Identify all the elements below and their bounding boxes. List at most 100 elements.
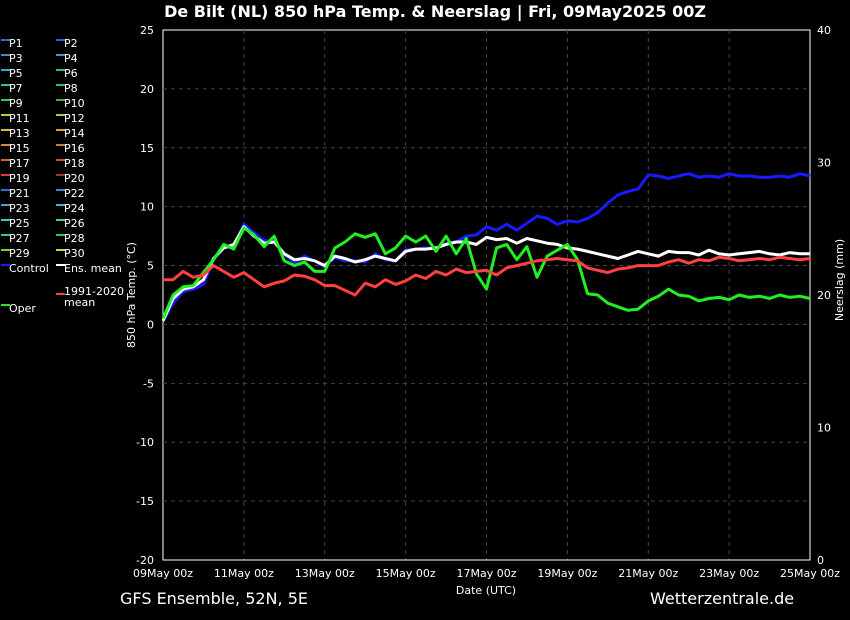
legend-swatch	[1, 54, 10, 56]
legend-item: P8	[56, 77, 78, 95]
legend-swatch	[56, 249, 65, 251]
legend-label: Oper	[9, 302, 36, 315]
y-tick-label: -15	[136, 495, 154, 508]
legend-label: P21	[9, 187, 30, 200]
legend-swatch	[1, 39, 10, 41]
legend-swatch	[56, 129, 65, 131]
legend-item: P12	[56, 107, 85, 125]
legend-label: P7	[9, 82, 23, 95]
legend-swatch	[1, 219, 10, 221]
legend-item: P19	[1, 167, 30, 185]
legend-label: P27	[9, 232, 30, 245]
legend-label: P3	[9, 52, 23, 65]
legend-swatch	[1, 189, 10, 191]
x-tick-label: 19May 00z	[537, 567, 597, 580]
legend-label: P12	[64, 112, 85, 125]
legend-swatch	[1, 174, 10, 176]
legend-item: P24	[56, 197, 85, 215]
legend-swatch	[56, 84, 65, 86]
legend-swatch	[1, 99, 10, 101]
legend-label: Control	[9, 262, 49, 275]
legend-label: P11	[9, 112, 30, 125]
footer-site: Wetterzentrale.de	[650, 589, 795, 608]
y2-axis-label: Neerslag (mm)	[833, 239, 846, 321]
y-tick-label: 5	[147, 260, 154, 273]
legend-item: P22	[56, 182, 85, 200]
y2-tick-label: 0	[817, 554, 824, 567]
legend-item: P13	[1, 122, 30, 140]
y-tick-label: 0	[147, 318, 154, 331]
y2-tick-label: 30	[817, 157, 831, 170]
legend-item: P16	[56, 137, 85, 155]
legend-label: P30	[64, 247, 85, 260]
legend-swatch	[56, 54, 65, 56]
legend-label: P23	[9, 202, 30, 215]
y-tick-label: 20	[140, 83, 154, 96]
legend-swatch	[56, 144, 65, 146]
legend-swatch	[1, 159, 10, 161]
legend-item: P14	[56, 122, 85, 140]
legend-item: P28	[56, 227, 85, 245]
legend-item: P25	[1, 212, 30, 230]
legend-label: P15	[9, 142, 30, 155]
x-tick-label: 13May 00z	[295, 567, 355, 580]
series-line	[161, 226, 811, 320]
legend-swatch	[56, 189, 65, 191]
legend-swatch	[56, 204, 65, 206]
legend-label: P20	[64, 172, 85, 185]
legend-swatch	[56, 114, 65, 116]
legend-label: P9	[9, 97, 23, 110]
legend-swatch	[1, 304, 10, 306]
legend-swatch	[1, 249, 10, 251]
footer-model: GFS Ensemble, 52N, 5E	[120, 589, 308, 608]
y-tick-label: -5	[143, 377, 154, 390]
legend-label: P19	[9, 172, 30, 185]
legend-swatch	[56, 219, 65, 221]
legend-label: P10	[64, 97, 85, 110]
x-tick-label: 15May 00z	[376, 567, 436, 580]
y-tick-label: -20	[136, 554, 154, 567]
legend-item: P4	[56, 47, 78, 65]
legend-label: P17	[9, 157, 30, 170]
legend-item: P23	[1, 197, 30, 215]
legend-item: Oper	[1, 297, 36, 315]
x-tick-label: 11May 00z	[214, 567, 274, 580]
x-axis: 09May 00z 11May 00z 13May 00z 15May 00z 17Ma…	[133, 567, 840, 580]
legend-item: P10	[56, 92, 85, 110]
legend-item: P1	[1, 32, 23, 50]
legend-item: P29	[1, 242, 30, 260]
legend-item: P9	[1, 92, 23, 110]
legend-swatch	[1, 264, 10, 266]
legend-item: P27	[1, 227, 30, 245]
legend-swatch	[56, 234, 65, 236]
legend-swatch	[1, 69, 10, 71]
legend-swatch	[56, 264, 65, 266]
y-axis-label: 850 hPa Temp. (°C)	[125, 242, 138, 348]
legend-item: P17	[1, 152, 30, 170]
legend-label: P29	[9, 247, 30, 260]
series-line	[163, 255, 811, 297]
legend-item: P21	[1, 182, 30, 200]
legend-item: P2	[56, 32, 78, 50]
legend-item: P5	[1, 62, 23, 80]
x-tick-label: 23May 00z	[699, 567, 759, 580]
legend-label: P18	[64, 157, 85, 170]
series-line	[161, 225, 810, 322]
legend-label: P13	[9, 127, 30, 140]
legend-label: P25	[9, 217, 30, 230]
y-axis-left: 25 20 15 10 5 0 -5 -10 -15 -20	[136, 24, 154, 567]
y-tick-label: 10	[140, 201, 154, 214]
legend-item: P20	[56, 167, 85, 185]
legend-swatch	[56, 99, 65, 101]
legend-swatch	[1, 84, 10, 86]
legend-item: P7	[1, 77, 23, 95]
legend-swatch	[56, 159, 65, 161]
y-tick-label: 25	[140, 24, 154, 37]
x-tick-label: 17May 00z	[456, 567, 516, 580]
legend-swatch	[1, 114, 10, 116]
legend-item: P18	[56, 152, 85, 170]
legend-swatch	[1, 234, 10, 236]
legend-item: P6	[56, 62, 78, 80]
legend-label: P1	[9, 37, 23, 50]
